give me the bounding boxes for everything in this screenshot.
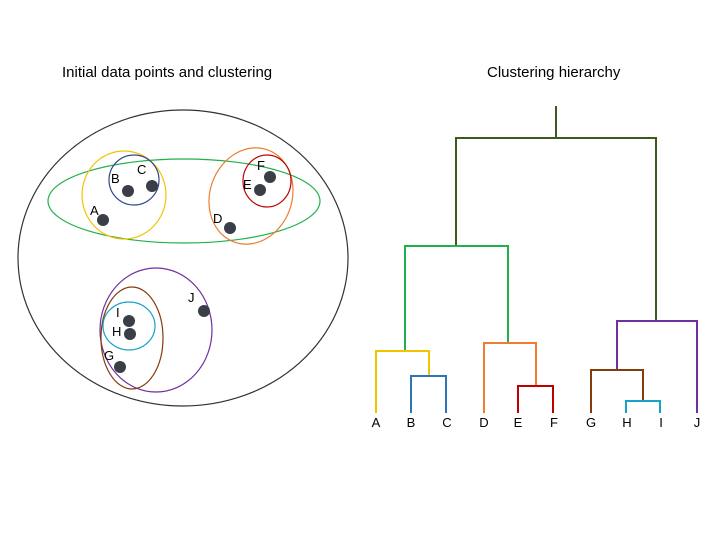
data-point: E xyxy=(243,177,266,196)
data-point: F xyxy=(257,158,276,183)
cluster-ellipse-ghij xyxy=(99,267,213,393)
leaf-label: H xyxy=(622,415,631,430)
cluster-ellipse-abc xyxy=(81,150,167,240)
dendrogram-link-top xyxy=(455,137,657,321)
cluster-ellipse-hi xyxy=(102,301,156,351)
dendrogram-link-ghij xyxy=(616,320,698,413)
leaf-label: A xyxy=(372,415,381,430)
point-label: G xyxy=(104,348,114,363)
leaf-label: B xyxy=(407,415,416,430)
data-point: A xyxy=(90,203,109,226)
dendrogram-link-hi xyxy=(625,400,661,413)
cluster-ellipse-bc xyxy=(108,154,160,206)
dendrogram-link-def xyxy=(483,342,537,413)
cluster-ellipse-ghi xyxy=(100,286,164,390)
dendrogram-link-abcdef xyxy=(404,245,509,351)
leaf-label: E xyxy=(514,415,523,430)
cluster-ellipse-def xyxy=(208,147,294,245)
leaf-label: F xyxy=(550,415,558,430)
dendrogram xyxy=(375,106,698,413)
data-point: C xyxy=(137,162,158,192)
cluster-ellipse-ef xyxy=(242,154,292,208)
data-point: B xyxy=(111,171,134,197)
leaf-label: C xyxy=(442,415,451,430)
data-point: I xyxy=(116,305,135,327)
left-panel-title: Initial data points and clustering xyxy=(62,64,273,81)
point-label: E xyxy=(243,177,252,192)
point-label: B xyxy=(111,171,120,186)
cluster-ellipse-all xyxy=(17,109,349,407)
data-point: D xyxy=(213,211,236,234)
dendrogram-link-bc xyxy=(410,375,447,413)
point-label: J xyxy=(188,290,195,305)
leaf-labels: A B C D E F G H I J xyxy=(372,415,701,430)
point-label: D xyxy=(213,211,222,226)
point-label: A xyxy=(90,203,99,218)
point-label: H xyxy=(112,324,121,339)
dendrogram-link-ef xyxy=(517,385,554,413)
leaf-label: J xyxy=(694,415,701,430)
point-label: F xyxy=(257,158,265,173)
right-panel-title: Clustering hierarchy xyxy=(487,64,621,81)
data-point: H xyxy=(112,324,136,340)
data-points: A B C D E F G H I J xyxy=(90,158,276,373)
leaf-label: G xyxy=(586,415,596,430)
point-label: C xyxy=(137,162,146,177)
data-point: G xyxy=(104,348,126,373)
leaf-label: I xyxy=(659,415,663,430)
cluster-ellipses xyxy=(17,109,349,407)
data-point: J xyxy=(188,290,210,317)
cluster-ellipse-abcdef xyxy=(47,158,321,244)
dendrogram-link-ghi xyxy=(590,369,644,413)
point-label: I xyxy=(116,305,120,320)
dendrogram-link-abc xyxy=(375,350,430,413)
leaf-label: D xyxy=(479,415,488,430)
